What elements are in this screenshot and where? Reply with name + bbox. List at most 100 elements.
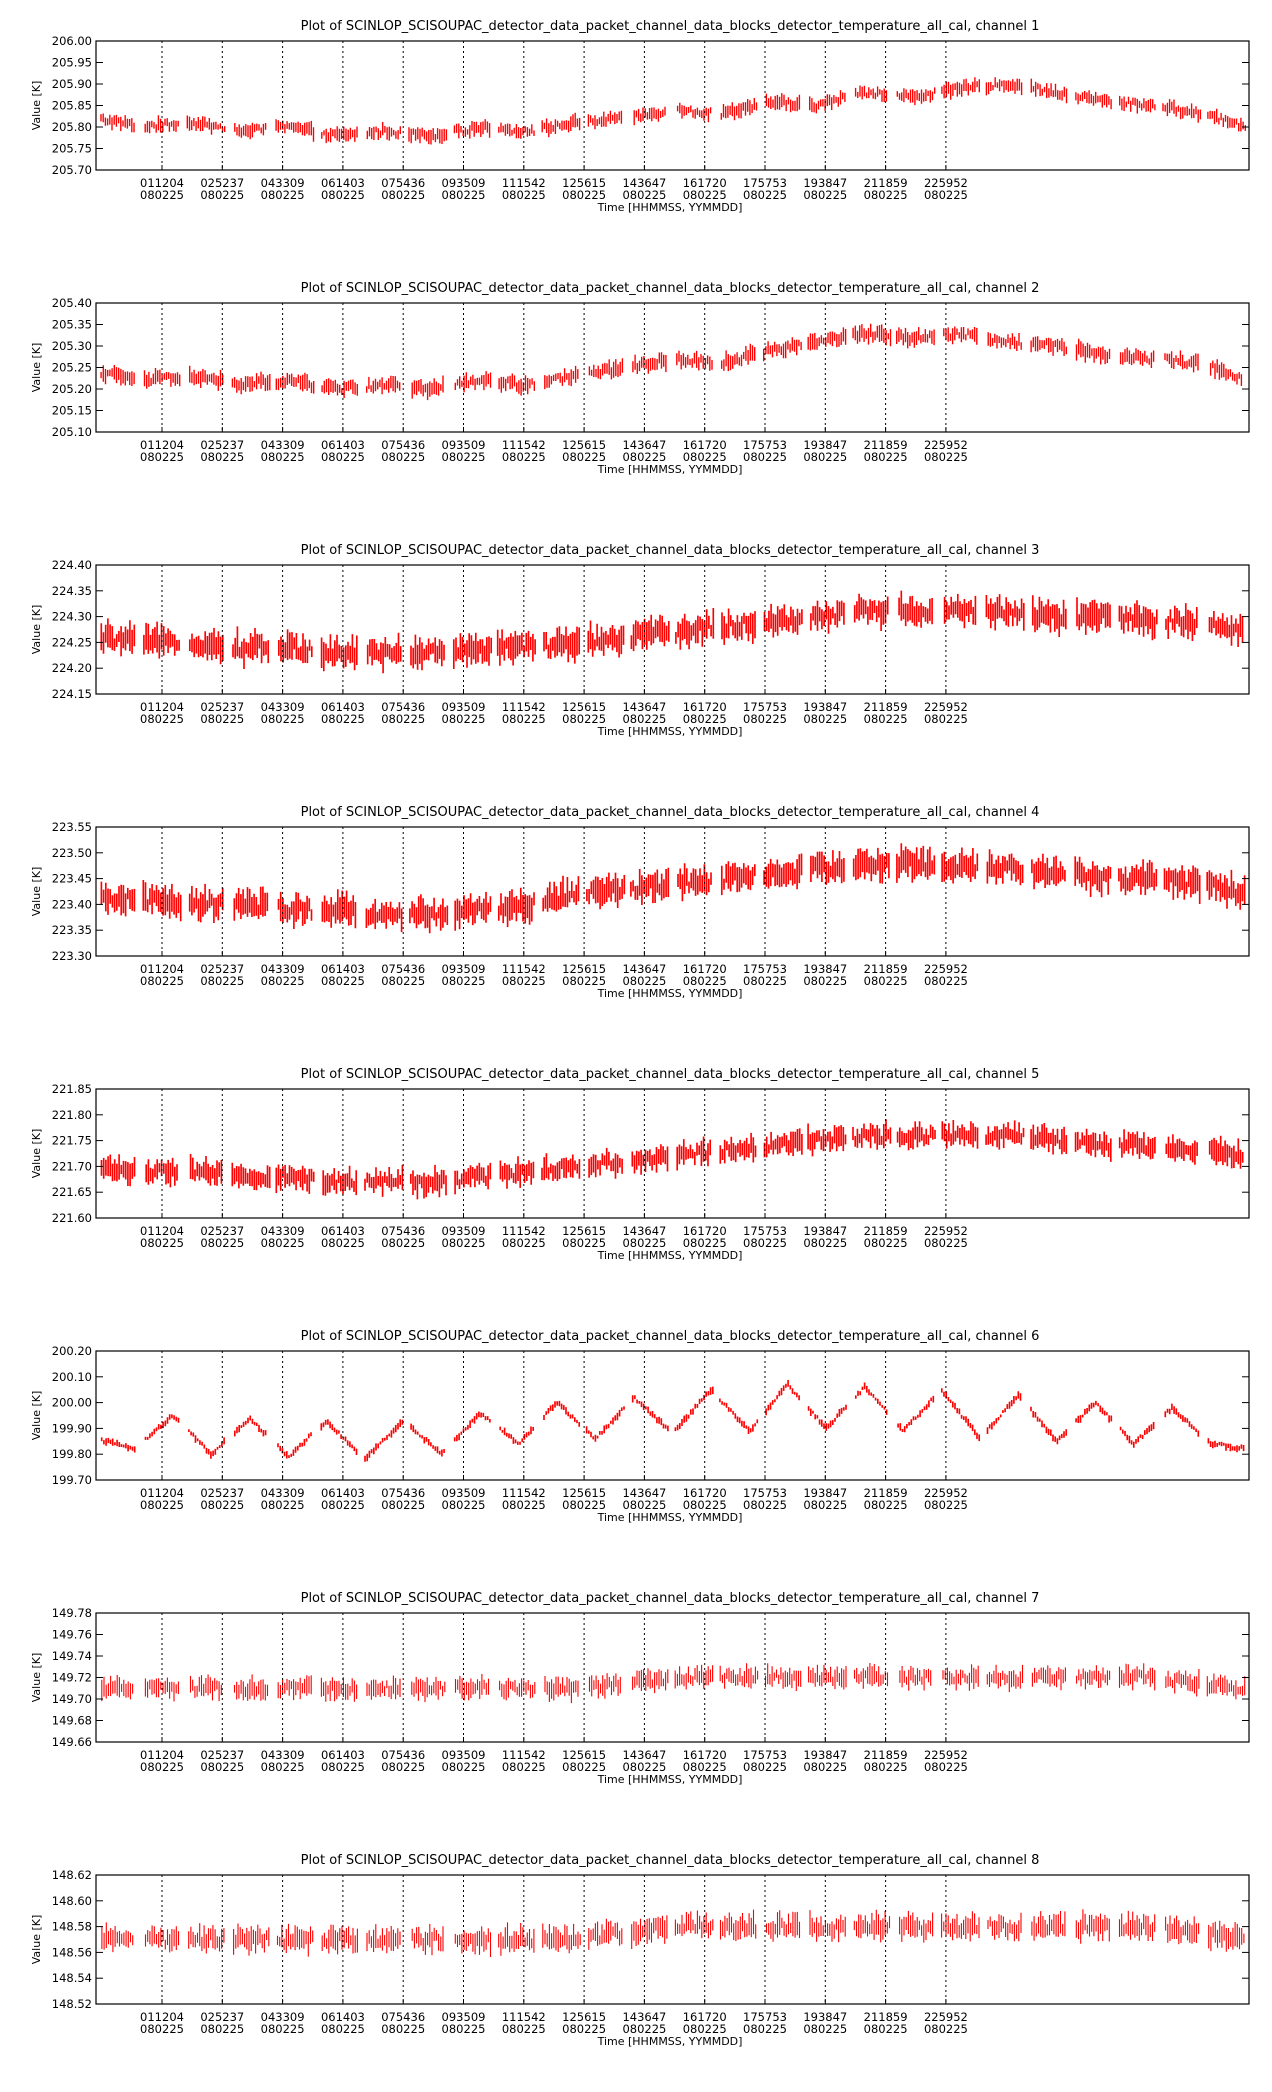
data-segment [854,85,888,103]
data-segment [454,891,492,931]
data-segment [630,614,670,652]
data-segment [1118,600,1158,641]
x-tick-label-date: 080225 [743,188,787,202]
chart-title: Plot of SCINLOP_SCISOUPAC_detector_data_… [301,1591,1040,1606]
y-tick-label: 199.90 [52,1421,92,1435]
data-segment [498,1922,535,1956]
data-segment [410,634,445,671]
data-segment [144,1925,180,1953]
y-axis-label: Value [K] [30,343,43,393]
x-tick-label-time: 143647 [622,700,666,714]
data-segment [1031,853,1066,890]
data-segment [674,1664,714,1690]
x-tick-label-time: 175753 [743,962,787,976]
data-segment [719,1909,757,1942]
data-segment [632,352,667,374]
x-tick-label-date: 080225 [442,974,486,988]
data-segment [720,98,758,121]
y-tick-label: 200.10 [52,1370,92,1384]
y-axis-label: Value [K] [30,1129,43,1179]
x-tick-label-date: 080225 [924,712,968,726]
y-tick-label: 205.20 [52,382,92,396]
data-segment [942,1664,979,1691]
x-tick-label-date: 080225 [442,1760,486,1774]
data-segment [987,332,1022,351]
y-tick-label: 199.70 [52,1473,92,1487]
series-group [100,77,1246,145]
data-segment [497,887,535,928]
x-tick-label-time: 125615 [562,1748,606,1762]
chart-title: Plot of SCINLOP_SCISOUPAC_detector_data_… [301,281,1040,296]
x-tick-label-date: 080225 [321,712,365,726]
x-tick-label-time: 043309 [261,1224,305,1238]
y-tick-label: 223.45 [52,872,92,886]
data-segment [411,1923,444,1956]
x-tick-label-date: 080225 [864,1760,908,1774]
x-tick-label-time: 025237 [200,438,244,452]
x-tick-label-time: 161720 [683,176,727,190]
y-tick-label: 221.80 [52,1108,92,1122]
x-axis-label: Time [HHMMSS, YYMMDD] [597,1773,743,1786]
y-tick-label: 149.66 [52,1735,92,1749]
x-axis-label: Time [HHMMSS, YYMMDD] [597,725,743,738]
x-tick-label-time: 061403 [321,2010,365,2024]
x-tick-label-date: 080225 [200,450,244,464]
data-segment [765,1910,801,1942]
data-segment [411,375,444,401]
x-tick-label-date: 080225 [261,1498,305,1512]
x-tick-label-date: 080225 [683,1498,727,1512]
x-tick-label-date: 080225 [864,450,908,464]
data-segment [631,1915,668,1949]
x-tick-label-time: 025237 [200,2010,244,2024]
x-tick-label-date: 080225 [924,1498,968,1512]
plot-frame [95,1874,1250,2005]
data-segment [541,112,581,138]
chart-panel-2: Plot of SCINLOP_SCISOUPAC_detector_data_… [0,270,1272,520]
y-tick-label: 221.70 [52,1159,92,1173]
x-tick-label-time: 075436 [381,176,425,190]
data-segment [188,627,224,665]
data-segment [145,1157,178,1188]
x-tick-label-time: 111542 [502,176,546,190]
chart-title: Plot of SCINLOP_SCISOUPAC_detector_data_… [301,1329,1040,1344]
x-tick-label-date: 080225 [562,450,606,464]
data-segment [941,1911,980,1942]
data-segment [899,1910,934,1943]
x-tick-label-time: 143647 [622,2010,666,2024]
y-tick-label: 223.50 [52,846,92,860]
x-tick-label-date: 080225 [502,1236,546,1250]
series-group [100,1380,1245,1462]
data-segment [233,886,269,921]
data-segment [366,375,401,395]
data-segment [1165,1669,1200,1697]
x-tick-label-time: 061403 [321,962,365,976]
data-segment [277,629,313,664]
data-segment [588,1147,623,1179]
data-segment [1207,1438,1245,1453]
x-tick-label-time: 175753 [743,1486,787,1500]
data-segment [721,343,756,372]
x-tick-label-time: 193847 [803,1486,847,1500]
x-tick-label-time: 143647 [622,1224,666,1238]
plot-frame [95,564,1250,695]
x-tick-label-date: 080225 [502,1498,546,1512]
y-tick-label: 223.35 [52,923,92,937]
data-segment [543,626,581,664]
data-segment [232,626,270,669]
x-tick-label-date: 080225 [321,1760,365,1774]
data-segment [1164,350,1199,373]
data-segment [143,368,181,389]
x-tick-label-date: 080225 [381,974,425,988]
data-segment [321,1924,358,1955]
data-segment [763,853,803,890]
y-tick-label: 205.70 [52,163,92,177]
x-tick-label-time: 211859 [864,2010,908,2024]
data-segment [809,1910,846,1943]
data-segment [321,889,357,929]
chart-svg-1: Plot of SCINLOP_SCISOUPAC_detector_data_… [30,19,1250,214]
data-segment [320,1419,358,1455]
data-segment [143,621,180,659]
data-segment [100,365,135,386]
x-axis-label: Time [HHMMSS, YYMMDD] [597,463,743,476]
data-segment [807,1404,847,1431]
